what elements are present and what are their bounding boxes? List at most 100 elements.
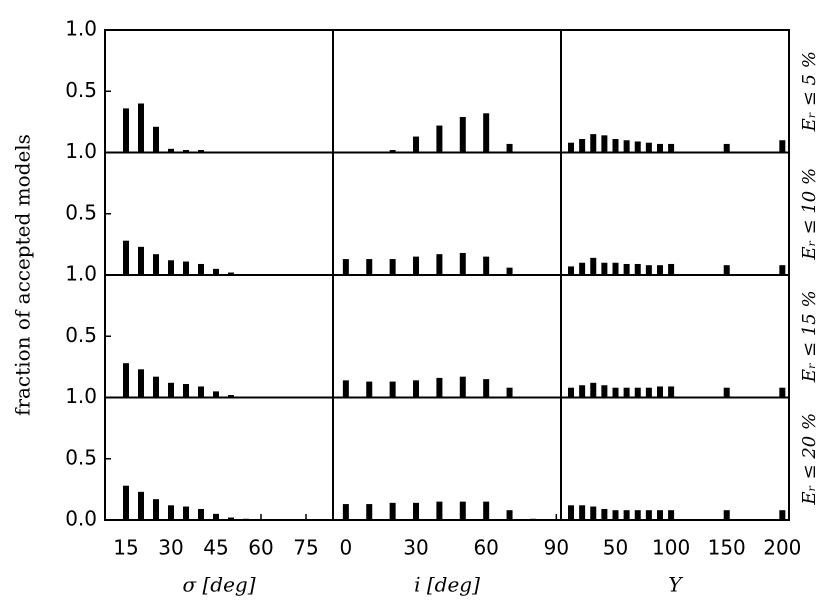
bar (656, 386, 663, 398)
bar (645, 265, 652, 275)
bar (436, 125, 443, 153)
bar (612, 262, 619, 275)
bar (645, 387, 652, 398)
y-tick-label: 0.5 (65, 200, 97, 224)
panel-frame (560, 396, 790, 521)
bar (153, 499, 159, 520)
bar (228, 272, 234, 275)
bar (198, 263, 204, 275)
row-label: Eᵣ ≤ 15 % (799, 290, 820, 383)
bar (601, 262, 608, 275)
x-tick-label: 75 (293, 536, 318, 560)
bar (645, 142, 652, 153)
bar (623, 140, 630, 153)
bar (198, 386, 204, 398)
bar (568, 387, 575, 398)
bar (228, 517, 234, 520)
bar (483, 113, 490, 153)
row-label: Eᵣ ≤ 5 % (799, 51, 820, 132)
bar (590, 382, 597, 398)
bar (123, 108, 129, 153)
bar (342, 380, 349, 398)
bar (645, 510, 652, 520)
bar (601, 135, 608, 153)
bar (138, 103, 144, 153)
bar (168, 260, 174, 275)
bar (366, 381, 373, 398)
bar (153, 126, 159, 153)
bar (389, 381, 396, 398)
bar (138, 369, 144, 398)
bar (459, 252, 466, 275)
bar (483, 256, 490, 275)
bar (634, 510, 641, 520)
bar (436, 377, 443, 398)
bar (153, 376, 159, 398)
bar (183, 384, 189, 398)
bar (723, 143, 730, 153)
bar (668, 263, 675, 275)
bar (506, 267, 513, 275)
bar (568, 142, 575, 153)
bar (623, 387, 630, 398)
bar (601, 385, 608, 398)
bar (656, 265, 663, 275)
bar (579, 505, 586, 520)
bar (634, 263, 641, 275)
y-tick-label: 1.0 (65, 384, 97, 408)
bar (123, 363, 129, 398)
bar (138, 246, 144, 275)
bar (389, 259, 396, 275)
bar (506, 510, 513, 520)
bar (590, 257, 597, 275)
bar (579, 262, 586, 275)
x-axis-label: σ [deg] (182, 573, 255, 597)
panel-frame (560, 274, 790, 399)
row-label: Eᵣ ≤ 10 % (799, 168, 820, 261)
bar (568, 505, 575, 520)
bar (198, 508, 204, 520)
bar (579, 385, 586, 398)
x-tick-label: 200 (763, 536, 801, 560)
bar (389, 150, 396, 153)
bar (779, 265, 786, 275)
panel-frame (332, 151, 562, 276)
x-axis-label: Y (668, 573, 683, 597)
bar (459, 376, 466, 398)
bar (623, 263, 630, 275)
y-tick-label: 0.5 (65, 323, 97, 347)
bar (483, 379, 490, 398)
x-tick-label: 150 (708, 536, 746, 560)
bar (342, 259, 349, 275)
y-tick-label: 1.0 (65, 139, 97, 163)
bar (623, 510, 630, 520)
bar (459, 116, 466, 153)
y-axis-label: fraction of accepted models (11, 134, 35, 416)
bar (568, 266, 575, 275)
x-tick-label: 30 (403, 536, 428, 560)
bar (183, 261, 189, 275)
bar (656, 510, 663, 520)
bar (634, 141, 641, 153)
bar (436, 501, 443, 520)
panel-frame (332, 29, 562, 154)
bar (612, 387, 619, 398)
bar (579, 139, 586, 153)
x-tick-label: 50 (603, 536, 628, 560)
bar (601, 508, 608, 520)
bar (483, 501, 490, 520)
bar (198, 150, 204, 153)
bar (366, 259, 373, 275)
bar (590, 134, 597, 153)
panel-frame (332, 396, 562, 521)
bar (183, 150, 189, 153)
bar (668, 143, 675, 153)
y-tick-label: 1.0 (65, 17, 97, 41)
bar (413, 256, 420, 275)
bar (779, 387, 786, 398)
panel-frame (560, 151, 790, 276)
bar (656, 143, 663, 153)
bar (723, 387, 730, 398)
